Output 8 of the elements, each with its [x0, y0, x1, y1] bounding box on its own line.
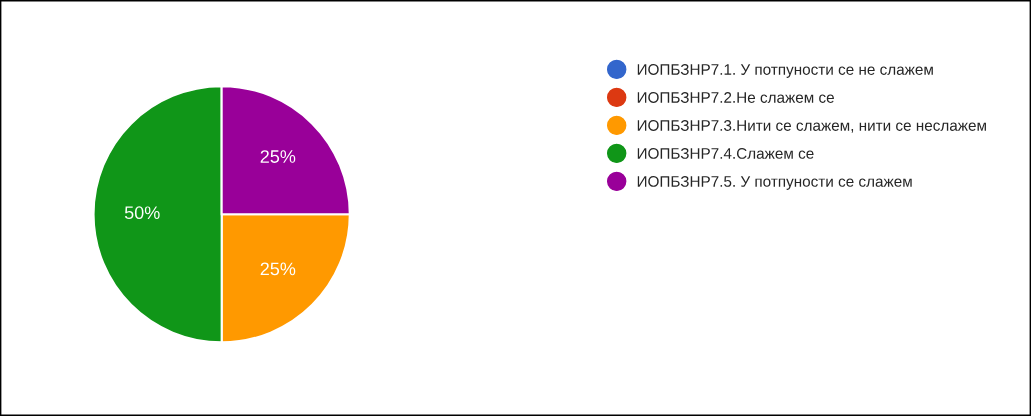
legend-label: ИОПБЗНР7.4.Слажем се: [637, 148, 814, 159]
legend-label: ИОПБЗНР7.1. У потпуности се не слажем: [637, 64, 933, 78]
legend-label: ИОПБЗНР7.5. У потпуности се слажем: [637, 176, 912, 190]
data-label: 25%: [260, 150, 296, 163]
data-label: 50%: [124, 206, 160, 220]
legend-label: ИОПБЗНР7.2.Не слажем се: [637, 92, 834, 103]
legend-label: ИОПБЗНР7.3.Нити се слажем, нити се неслажем: [637, 120, 986, 133]
data-label: 25%: [260, 262, 296, 276]
